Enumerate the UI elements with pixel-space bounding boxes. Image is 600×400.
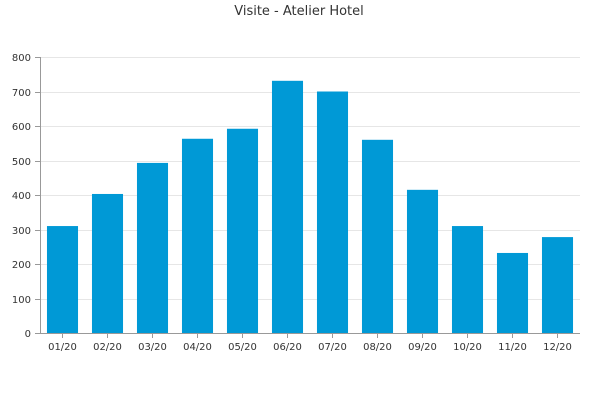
y-tick-label-400: 400 [12,191,31,202]
bar-07-20 [316,91,349,333]
y-tick-label-300: 300 [12,226,31,237]
x-tick-label-03-20: 03/20 [138,342,167,353]
x-tick-label-04-20: 04/20 [183,342,212,353]
axes [35,57,580,338]
y-tick-label-500: 500 [12,157,31,168]
bar-01-20 [46,226,79,333]
chart-title: Visite - Atelier Hotel [234,4,364,19]
y-tick-labels: 0 100 200 300 400 500 600 700 800 [12,53,31,340]
bar-08-20 [361,139,394,333]
x-tick-labels: 01/20 02/20 03/20 04/20 05/20 06/20 07/20 08/20… [48,342,572,353]
x-tick-label-06-20: 06/20 [273,342,302,353]
y-tick-label-600: 600 [12,122,31,133]
bar-10-20 [451,226,484,333]
bar-03-20 [136,162,169,333]
bar-09-20 [406,189,439,333]
y-tick-label-700: 700 [12,88,31,99]
bar-05-20 [226,128,259,333]
y-tick-label-100: 100 [12,295,31,306]
x-tick-label-05-20: 05/20 [228,342,257,353]
x-tick-label-12-20: 12/20 [543,342,572,353]
x-tick-label-10-20: 10/20 [453,342,482,353]
y-tick-label-200: 200 [12,260,31,271]
gridlines [40,57,580,300]
y-tick-label-800: 800 [12,53,31,64]
x-tick-label-07-20: 07/20 [318,342,347,353]
bar-04-20 [181,138,214,333]
bar-02-20 [91,193,124,333]
bar-11-20 [496,252,529,333]
bar-12-20 [541,237,574,333]
x-tick-label-01-20: 01/20 [48,342,77,353]
x-tick-label-02-20: 02/20 [93,342,122,353]
x-tick-label-11-20: 11/20 [498,342,527,353]
x-tick-label-08-20: 08/20 [363,342,392,353]
bars [46,80,574,334]
x-tick-label-09-20: 09/20 [408,342,437,353]
y-tick-label-0: 0 [25,329,31,340]
bar-06-20 [271,80,304,334]
